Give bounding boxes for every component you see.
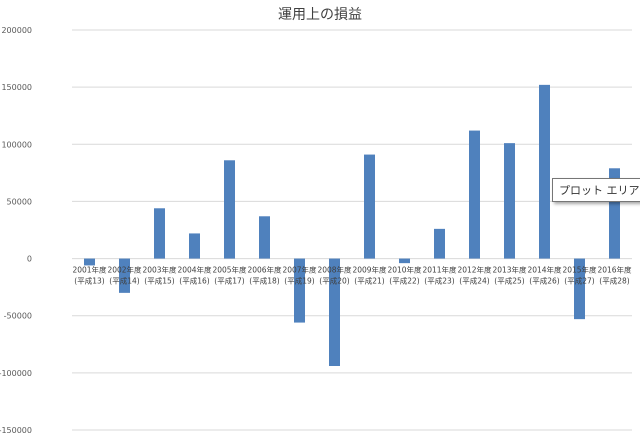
x-tick-label: 2009年度 [352, 265, 387, 275]
bar [364, 154, 375, 259]
x-tick-label: 2011年度 [422, 265, 457, 275]
x-tick-label: 2006年度 [247, 265, 282, 275]
x-tick-label: 2004年度 [177, 265, 212, 275]
x-tick-label: (平成19) [284, 276, 314, 286]
bar [399, 258, 410, 264]
bar [469, 130, 480, 259]
x-tick-label: 2016年度 [597, 265, 632, 275]
x-tick-label: (平成15) [144, 276, 174, 286]
x-tick-label: (平成16) [179, 276, 209, 286]
x-tick-label: (平成21) [354, 276, 384, 286]
bar [329, 258, 340, 366]
chart-title: 運用上の損益 [278, 7, 362, 23]
x-tick-label: (平成18) [249, 276, 279, 286]
y-tick-label: -150000 [0, 426, 32, 435]
x-axis-ticks: 2001年度(平成13)2002年度(平成14)2003年度(平成15)2004… [72, 265, 632, 286]
bar [119, 258, 130, 293]
x-tick-label: (平成28) [599, 276, 629, 286]
bar [84, 258, 95, 266]
x-tick-label: 2002年度 [107, 265, 142, 275]
bars [84, 84, 620, 366]
x-tick-label: 2008年度 [317, 265, 352, 275]
x-tick-label: (平成13) [74, 276, 104, 286]
x-tick-label: 2005年度 [212, 265, 247, 275]
x-tick-label: (平成23) [424, 276, 454, 286]
x-tick-label: 2015年度 [562, 265, 597, 275]
y-tick-label: 200000 [1, 26, 32, 35]
y-tick-label: 0 [27, 255, 32, 264]
x-tick-label: (平成20) [319, 276, 349, 286]
y-tick-label: -50000 [4, 312, 32, 321]
x-tick-label: 2010年度 [387, 265, 422, 275]
x-tick-label: (平成24) [459, 276, 489, 286]
x-tick-label: (平成17) [214, 276, 244, 286]
bar [294, 258, 305, 323]
x-tick-label: 2014年度 [527, 265, 562, 275]
gridlines [72, 29, 632, 431]
x-tick-label: 2013年度 [492, 265, 527, 275]
bar [154, 208, 165, 259]
bar [434, 228, 445, 259]
x-tick-label: 2012年度 [457, 265, 492, 275]
y-tick-label: 100000 [1, 140, 32, 149]
bar [609, 168, 620, 259]
x-tick-label: 2001年度 [72, 265, 107, 275]
plot-area-tooltip: プロット エリア [552, 178, 640, 202]
bar [574, 258, 585, 320]
y-tick-label: 50000 [7, 197, 32, 206]
x-tick-label: 2007年度 [282, 265, 317, 275]
x-tick-label: (平成22) [389, 276, 419, 286]
bar [504, 143, 515, 259]
y-axis-ticks: -150000 -100000 -50000 0 50000 100000 150000 20… [0, 26, 32, 435]
x-tick-label: (平成14) [109, 276, 139, 286]
bar [259, 216, 270, 259]
x-tick-label: 2003年度 [142, 265, 177, 275]
x-tick-label: (平成26) [529, 276, 559, 286]
bar [224, 160, 235, 259]
bar [539, 84, 550, 259]
x-tick-label: (平成25) [494, 276, 524, 286]
bar [189, 233, 200, 259]
y-tick-label: 150000 [1, 83, 32, 92]
y-tick-label: -100000 [0, 369, 32, 378]
x-tick-label: (平成27) [564, 276, 594, 286]
